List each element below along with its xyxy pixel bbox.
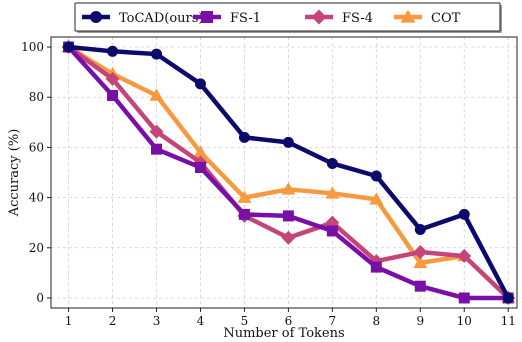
series-layer [61, 40, 516, 305]
plot-frame [50, 36, 518, 309]
legend-entry: FS-4 [305, 9, 373, 26]
legend-swatch-marker [400, 9, 416, 23]
legend-label: FS-4 [342, 11, 373, 26]
data-point [151, 143, 163, 155]
data-point [281, 230, 296, 245]
y-tick-label: 100 [21, 40, 44, 54]
series-tocad-ours [63, 41, 514, 304]
data-point [281, 182, 296, 195]
data-point [413, 255, 428, 269]
data-point [238, 208, 250, 220]
legend-swatch-marker [90, 11, 102, 23]
x-tick-label: 2 [109, 314, 117, 328]
data-point [237, 190, 252, 203]
x-tick-label: 8 [373, 314, 381, 328]
legend-label: FS-1 [230, 11, 261, 26]
data-point [326, 157, 338, 169]
data-point [502, 292, 514, 304]
data-point [193, 145, 208, 158]
legend-swatch-marker [311, 9, 327, 25]
data-point [63, 41, 75, 53]
data-point [149, 124, 164, 139]
data-point [325, 186, 340, 199]
x-tick-label: 3 [153, 314, 161, 328]
data-point [282, 136, 294, 148]
data-point [414, 280, 426, 292]
legend-entry: ToCAD(ours) [82, 11, 203, 26]
data-point [414, 223, 426, 235]
legend-label: COT [431, 11, 461, 26]
legend-entry: COT [394, 9, 461, 26]
y-tick-label: 60 [29, 140, 44, 154]
data-point [238, 131, 250, 143]
y-tick-label: 20 [29, 241, 44, 255]
data-point [458, 208, 470, 220]
legend-box [74, 2, 501, 32]
data-point [149, 88, 164, 101]
data-point [413, 245, 428, 260]
x-tick-label: 10 [457, 314, 472, 328]
data-point [370, 170, 382, 182]
x-tick-label: 4 [197, 314, 205, 328]
data-point [282, 210, 294, 222]
data-point [370, 261, 382, 273]
legend-entry: FS-1 [193, 11, 261, 26]
x-tick-label: 5 [241, 314, 249, 328]
data-point [326, 225, 338, 237]
axis-ticks: 1 2 3 4 5 6 7 8 9 10 11 0 20 40 60 80 100 [21, 40, 516, 328]
y-tick-label: 0 [36, 291, 44, 305]
y-tick-label: 80 [29, 90, 44, 104]
x-tick-label: 1 [65, 314, 73, 328]
legend-label: ToCAD(ours) [119, 11, 203, 26]
data-point [194, 161, 206, 173]
data-point [458, 292, 470, 304]
legend-swatch-marker [201, 11, 213, 23]
data-point [194, 78, 206, 90]
y-axis-label: Accuracy (%) [7, 129, 22, 218]
x-axis-label: Number of Tokens [223, 326, 344, 341]
data-point [369, 192, 384, 205]
data-point [457, 249, 472, 264]
data-point [151, 48, 163, 60]
x-tick-label: 7 [329, 314, 337, 328]
data-point [105, 71, 120, 86]
x-tick-label: 9 [416, 314, 424, 328]
data-point [107, 45, 119, 57]
x-tick-label: 11 [501, 314, 516, 328]
y-tick-label: 40 [29, 191, 44, 205]
data-point [107, 89, 119, 101]
x-tick-label: 6 [285, 314, 293, 328]
legend: ToCAD(ours) FS-1 FS-4 COT [74, 2, 502, 33]
